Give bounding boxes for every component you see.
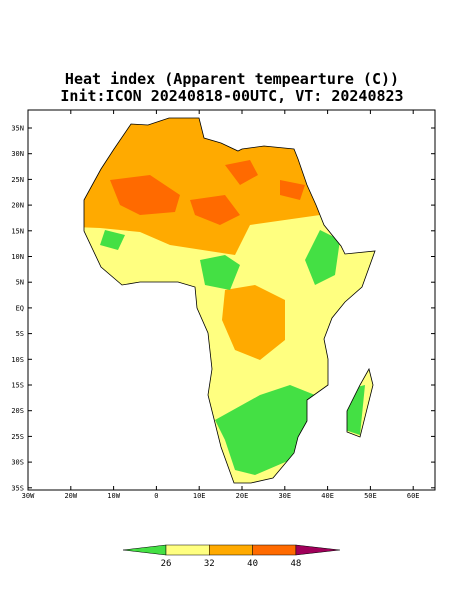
field-orange-central <box>222 285 285 360</box>
lon-label: 50E <box>364 492 377 500</box>
map-title: Heat index (Apparent tempearture (C)) <box>65 70 399 88</box>
lat-label: 35S <box>11 484 24 492</box>
coastline <box>83 117 376 484</box>
lon-label: 40E <box>321 492 334 500</box>
colorbar-high <box>295 544 340 556</box>
axis-ticks: 35N 30N 25N 20N 15N 10N 5N EQ 5S 10S 15S 20S 25S 30S 3… <box>11 110 435 500</box>
lon-label: 30E <box>278 492 291 500</box>
lat-label: 25N <box>11 176 24 184</box>
lat-label: 30S <box>11 459 24 467</box>
lon-label: 60E <box>407 492 420 500</box>
colorbar-label: 40 <box>247 559 258 569</box>
colorbar-segment <box>209 544 253 556</box>
lat-label: EQ <box>16 304 24 312</box>
lat-label: 35N <box>11 125 24 133</box>
lat-label: 10S <box>11 356 24 364</box>
colorbar-low <box>122 544 167 556</box>
lon-label: 0 <box>154 492 158 500</box>
lon-label: 10W <box>107 492 120 500</box>
lat-label: 30N <box>11 150 24 158</box>
heat-field <box>84 118 375 483</box>
lat-label: 25S <box>11 433 24 441</box>
colorbar-segment <box>165 544 210 556</box>
colorbar-label: 26 <box>161 559 172 569</box>
lat-label: 20S <box>11 407 24 415</box>
lon-label: 20E <box>236 492 249 500</box>
field-green <box>100 230 365 475</box>
colorbar-label: 32 <box>204 559 215 569</box>
lat-label: 15N <box>11 227 24 235</box>
lon-label: 10E <box>193 492 206 500</box>
colorbar: 26 32 40 48 <box>122 544 340 569</box>
lat-label: 5S <box>16 330 24 338</box>
colorbar-label: 48 <box>290 559 301 569</box>
map-frame <box>27 109 436 491</box>
lon-label: 20W <box>64 492 77 500</box>
colorbar-segment <box>252 544 297 556</box>
lat-label: 5N <box>16 279 24 287</box>
map-subtitle: Init:ICON 20240818-00UTC, VT: 20240823 <box>60 87 403 105</box>
lat-label: 15S <box>11 382 24 390</box>
field-red <box>110 160 305 225</box>
lat-label: 20N <box>11 202 24 210</box>
lon-label: 30W <box>22 492 35 500</box>
lat-label: 10N <box>11 253 24 261</box>
